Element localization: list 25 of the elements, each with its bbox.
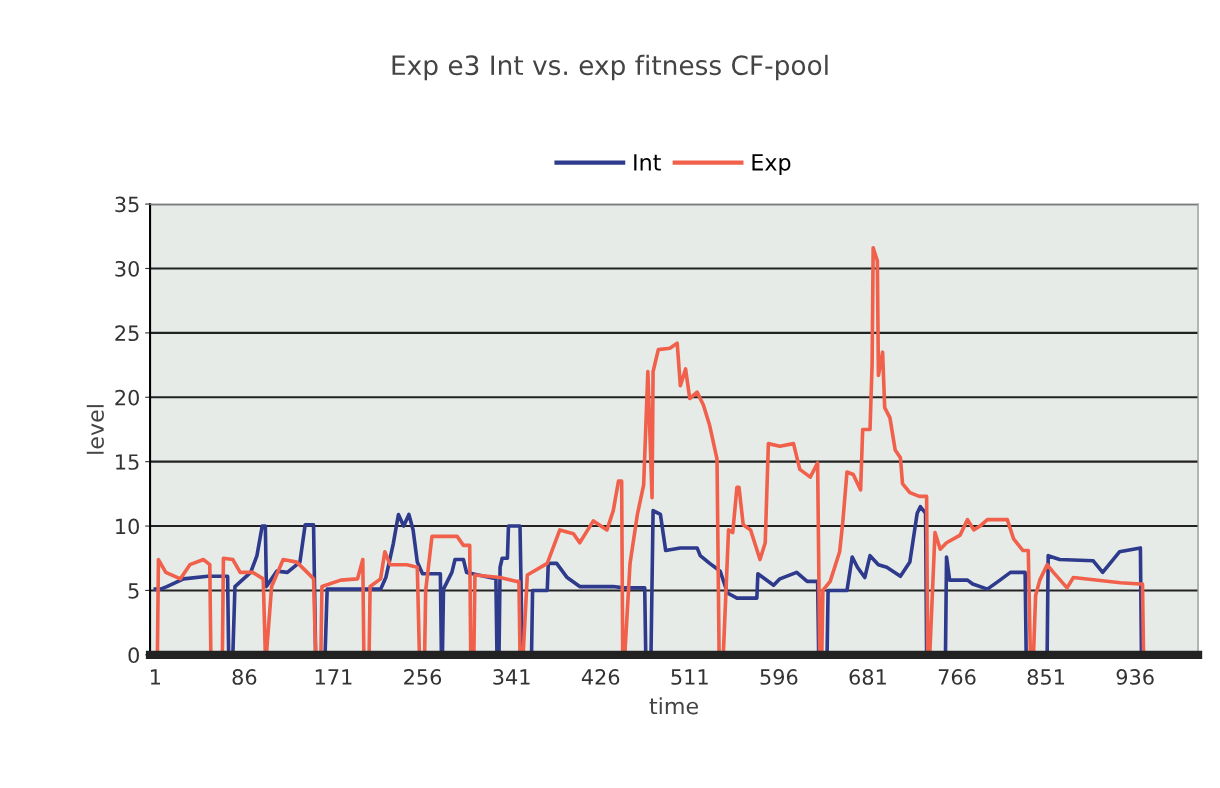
y-tick-label: 10 xyxy=(116,518,139,535)
y-tick-label: 0 xyxy=(128,647,139,664)
y-tick-label: 20 xyxy=(115,389,139,406)
x-tick-label: 341 xyxy=(493,669,530,685)
y-tick-label: 25 xyxy=(115,325,139,342)
x-tick-label: 171 xyxy=(315,669,352,685)
x-tick-label: 766 xyxy=(938,669,976,685)
x-tick-label: 681 xyxy=(849,669,886,685)
x-tick-label: 511 xyxy=(671,669,708,685)
y-tick-label: 35 xyxy=(115,196,139,213)
x-tick-label: 86 xyxy=(232,669,257,685)
legend-label: Exp xyxy=(752,154,791,176)
x-axis-title: time xyxy=(649,697,698,715)
y-axis-title: level xyxy=(86,405,104,454)
x-tick-label: 851 xyxy=(1027,669,1065,685)
y-tick-label: 30 xyxy=(115,260,139,277)
x-tick-label: 426 xyxy=(581,669,620,685)
chart-title: Exp e3 Int vs. exp fitness CF-pool xyxy=(392,54,828,81)
y-tick-label: 15 xyxy=(116,454,139,470)
y-tick-label: 5 xyxy=(128,583,139,599)
x-tick-label: 256 xyxy=(404,669,442,685)
x-tick-label: 936 xyxy=(1116,669,1154,685)
legend-label: Int xyxy=(634,154,661,171)
x-tick-label: 596 xyxy=(760,669,798,685)
x-tick-label: 1 xyxy=(150,669,160,685)
